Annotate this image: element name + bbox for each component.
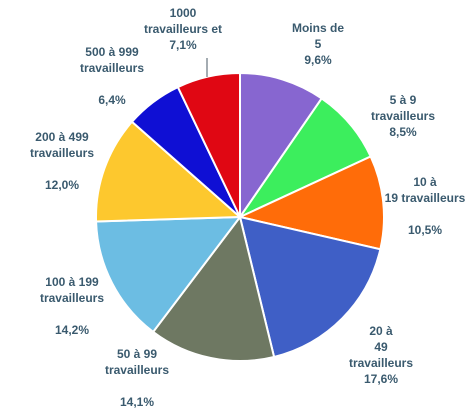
pie-slice-moins-de-5-travailleurs: [239, 71, 324, 221]
slice-label-10-a-19-travailleurs: 10 à 19 travailleurs 10,5%: [385, 175, 466, 237]
pie-slice-100-a-199-travailleurs: [95, 215, 243, 334]
slice-label-moins-de-5-travailleurs: Moins de 5 9,6%: [292, 21, 344, 67]
pie-slices: [95, 71, 385, 362]
pie-slice-50-a-99-travailleurs: [151, 214, 276, 362]
slice-label-20-a-49-travailleurs: 20 à 49 travailleurs 17,6%: [349, 324, 413, 386]
slice-label-200-a-499-travailleurs: 200 à 499 travailleurs 12,0%: [30, 130, 94, 192]
slice-label-1000-travailleurs-et-plus: 1000 travailleurs et 7,1%: [144, 6, 222, 52]
slice-label-5-a-9-travailleurs: 5 à 9 travailleurs 8,5%: [371, 93, 435, 139]
slice-labels: Moins de 5 9,6% 5 à 9 travailleurs 8,5% 10 à 19…: [30, 6, 466, 409]
pie-slice-200-a-499-travailleurs: [95, 120, 243, 223]
slice-label-100-a-199-travailleurs: 100 à 199 travailleurs 14,2%: [40, 275, 104, 337]
pie-slice-20-a-49-travailleurs: [238, 215, 382, 359]
slice-label-50-a-99-travailleurs: 50 à 99 travailleurs 14,1%: [105, 347, 169, 409]
slice-label-500-a-999-travailleurs: 500 à 999 travailleurs 6,4%: [80, 45, 144, 107]
pie-slice-10-a-19-travailleurs: [236, 155, 385, 251]
pie-slice-1000-travailleurs-et-plus: [176, 71, 241, 218]
